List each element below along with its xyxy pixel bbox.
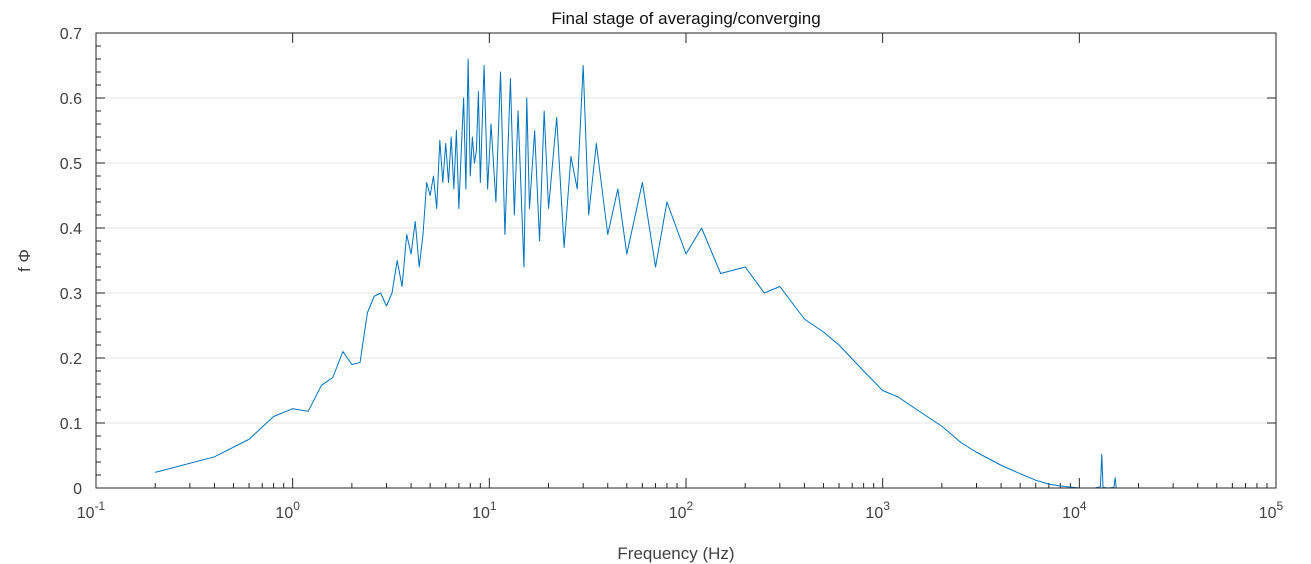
series-line-0 xyxy=(155,58,1117,489)
grid-layer xyxy=(96,97,1276,424)
tick-layer xyxy=(95,32,1277,489)
x-tick-exponent: 0 xyxy=(293,499,300,513)
x-tick-label: 105 xyxy=(1259,499,1284,522)
x-tick-exponent: 4 xyxy=(1080,499,1087,513)
plot-frame xyxy=(95,32,1277,489)
x-tick-label: 102 xyxy=(669,499,694,522)
label-layer: 00.10.20.30.40.50.60.710-1 100 101 102 103 10… xyxy=(60,26,1284,522)
x-tick-base: 10 xyxy=(472,505,490,522)
series-layer xyxy=(155,58,1117,489)
x-tick-exponent: 5 xyxy=(1277,499,1284,513)
x-tick-base: 10 xyxy=(1259,505,1277,522)
y-tick-label: 0.5 xyxy=(60,156,82,173)
minor-tick-layer xyxy=(96,45,1268,488)
x-tick-base: 10 xyxy=(669,505,687,522)
y-tick-label: 0.3 xyxy=(60,286,82,303)
x-tick-base: 10 xyxy=(865,505,883,522)
chart-title: Final stage of averaging/converging xyxy=(551,9,820,28)
y-tick-label: 0 xyxy=(73,481,82,498)
x-tick-label: 100 xyxy=(275,499,300,522)
x-tick-base: 10 xyxy=(1062,505,1080,522)
x-tick-exponent: 3 xyxy=(883,499,890,513)
x-tick-label: 10-1 xyxy=(77,499,106,522)
y-axis-label: f Φ xyxy=(15,249,34,272)
x-tick-exponent: 2 xyxy=(687,499,694,513)
y-tick-label: 0.7 xyxy=(60,26,82,43)
x-tick-exponent: 1 xyxy=(490,499,497,513)
y-tick-label: 0.4 xyxy=(60,221,82,238)
x-axis-label: Frequency (Hz) xyxy=(617,544,734,563)
y-tick-label: 0.6 xyxy=(60,91,82,108)
x-tick-label: 101 xyxy=(472,499,497,522)
y-tick-label: 0.2 xyxy=(60,351,82,368)
x-tick-base: 10 xyxy=(77,505,95,522)
x-tick-exponent: -1 xyxy=(95,499,106,513)
y-tick-label: 0.1 xyxy=(60,416,82,433)
x-tick-base: 10 xyxy=(275,505,293,522)
x-tick-label: 103 xyxy=(865,499,890,522)
x-tick-label: 104 xyxy=(1062,499,1087,522)
